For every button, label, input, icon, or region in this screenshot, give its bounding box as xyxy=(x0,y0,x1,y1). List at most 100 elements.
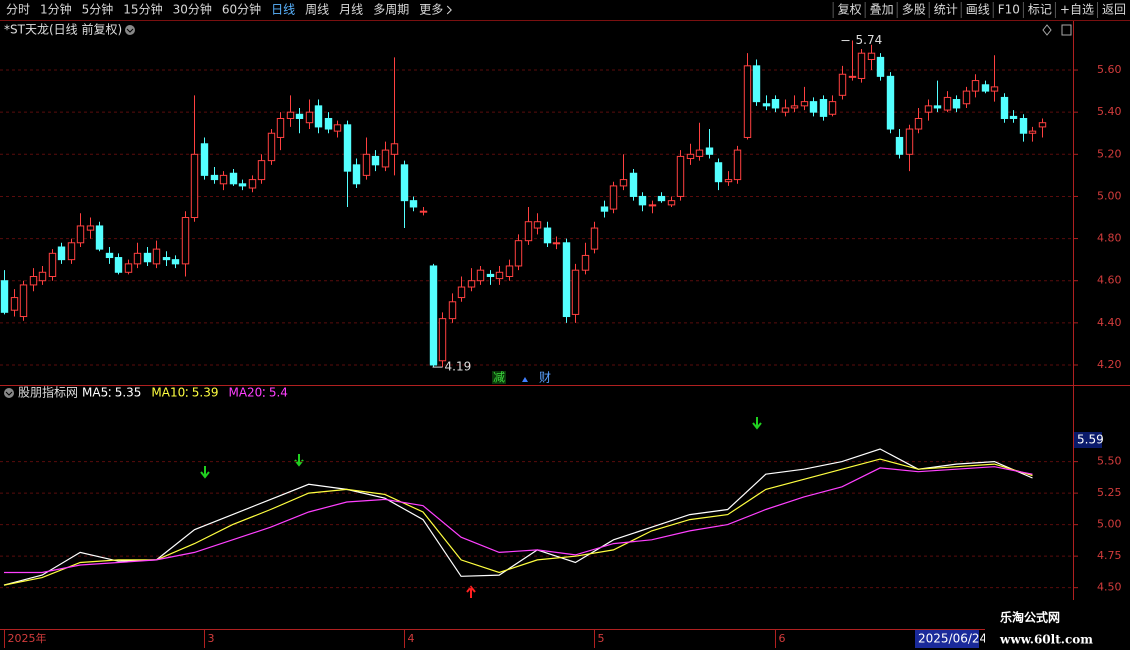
toolbar-button[interactable]: 画线 xyxy=(966,3,990,17)
legend-colon xyxy=(108,389,111,391)
candle-body xyxy=(305,111,314,124)
y-tick-label: 4.40 xyxy=(1097,316,1122,329)
x-tick-label: 2025年 xyxy=(8,631,47,645)
buy-arrow xyxy=(466,585,476,598)
toolbar-tab[interactable]: 60分钟 xyxy=(222,2,261,17)
menu-icon-chevron xyxy=(126,28,134,33)
cursor-value: 5.59 xyxy=(1077,433,1104,447)
candle-body xyxy=(543,227,552,244)
max-label: 5.74 xyxy=(856,33,883,47)
toolbar-tab[interactable]: 日线 xyxy=(271,3,295,17)
candle-body xyxy=(324,117,333,130)
candle-body xyxy=(38,271,47,282)
legend-colon xyxy=(262,389,265,391)
indicator-menu-icon[interactable] xyxy=(4,388,14,398)
candle-body xyxy=(638,195,647,206)
candle-body xyxy=(657,195,666,202)
candle-body xyxy=(476,269,485,282)
marker-bg xyxy=(492,371,506,384)
candle-body xyxy=(552,242,561,245)
candle-body xyxy=(771,99,780,109)
candle-body xyxy=(219,174,228,185)
toolbar-button[interactable]: +自选 xyxy=(1060,3,1094,17)
candle-body xyxy=(457,286,466,299)
candle-body xyxy=(629,172,638,197)
candle-body xyxy=(800,101,809,107)
toolbar-button[interactable]: F10 xyxy=(998,3,1020,17)
date-box-bg xyxy=(915,630,979,648)
marker[interactable]: 减 xyxy=(493,371,505,385)
candle-body xyxy=(733,149,742,181)
candle-body xyxy=(67,242,76,261)
toolbar-button[interactable]: 返回 xyxy=(1102,3,1126,17)
candle-body xyxy=(333,124,342,132)
candle-body xyxy=(828,101,837,115)
toolbar-tab[interactable]: 更多 xyxy=(419,3,443,17)
min-label: 4.19 xyxy=(445,360,472,374)
candle-body xyxy=(10,297,19,311)
sell-arrow xyxy=(200,466,210,479)
legend-name: MA10 xyxy=(151,386,185,400)
candle-body xyxy=(971,80,980,92)
candle-body xyxy=(314,105,323,128)
candle-body xyxy=(286,111,295,119)
toolbar-tab[interactable]: 分时 xyxy=(6,3,30,17)
candle-body xyxy=(133,252,142,265)
candle-body xyxy=(562,242,571,318)
candle-body xyxy=(114,257,123,273)
toolbar-tab[interactable]: 30分钟 xyxy=(173,2,212,17)
x-tick-label: 5 xyxy=(598,632,605,645)
x-tick-label: 3 xyxy=(208,632,215,645)
y-tick-label: 5.60 xyxy=(1097,63,1122,76)
candle-body xyxy=(76,225,85,244)
y-tick-label: 5.40 xyxy=(1097,105,1122,118)
toolbar-button[interactable]: 复权 xyxy=(838,3,862,17)
toolbar-tab[interactable]: 多周期 xyxy=(373,3,409,17)
candle-body xyxy=(609,185,618,210)
candle-body xyxy=(248,179,257,189)
candle-body xyxy=(1009,115,1018,119)
panel-icon[interactable] xyxy=(1061,24,1072,36)
candle-body xyxy=(981,84,990,92)
candle-body xyxy=(962,90,971,105)
candle-body xyxy=(29,276,38,286)
candle-body xyxy=(686,153,695,160)
y-tick-label: 4.20 xyxy=(1097,358,1122,371)
candle-body xyxy=(848,75,857,78)
candle-body xyxy=(857,52,866,79)
legend-value: 5.35 xyxy=(115,386,142,400)
ma-line xyxy=(3,448,1033,586)
toolbar-tab[interactable]: 15分钟 xyxy=(123,2,162,17)
menu-icon[interactable] xyxy=(125,25,135,35)
candle-body xyxy=(267,132,276,162)
marker[interactable]: 财 xyxy=(539,371,551,385)
candle-body xyxy=(590,227,599,250)
candle-body xyxy=(0,280,9,313)
x-tick-label: 4 xyxy=(408,632,415,645)
candle-body xyxy=(705,147,714,155)
candle-body xyxy=(429,265,438,366)
candle-body xyxy=(914,117,923,130)
toolbar-tab[interactable]: 5分钟 xyxy=(82,2,114,17)
legend-value: 5.39 xyxy=(192,386,219,400)
toolbar-button[interactable]: 统计 xyxy=(934,3,958,17)
toolbar-button[interactable]: 标记 xyxy=(1028,3,1052,17)
toolbar-tab[interactable]: 周线 xyxy=(305,3,329,17)
candle-body xyxy=(924,105,933,113)
candle-body xyxy=(790,105,799,109)
candle-body xyxy=(190,153,199,219)
ma-line xyxy=(4,466,1033,574)
toolbar-tab[interactable]: 月线 xyxy=(339,3,363,17)
toolbar-tab[interactable]: 1分钟 xyxy=(40,2,72,17)
date-box: 2025/06/24 xyxy=(918,632,987,646)
more-chevron xyxy=(446,5,452,15)
diamond-icon[interactable] xyxy=(1042,24,1052,36)
legend-colon xyxy=(262,395,265,397)
candle-body xyxy=(1000,96,1009,119)
y-tick-label: 4.75 xyxy=(1097,549,1122,562)
candle-body xyxy=(762,103,771,107)
candle-body xyxy=(257,160,266,181)
toolbar-button[interactable]: 多股 xyxy=(902,3,926,17)
toolbar-button[interactable]: 叠加 xyxy=(870,3,894,17)
